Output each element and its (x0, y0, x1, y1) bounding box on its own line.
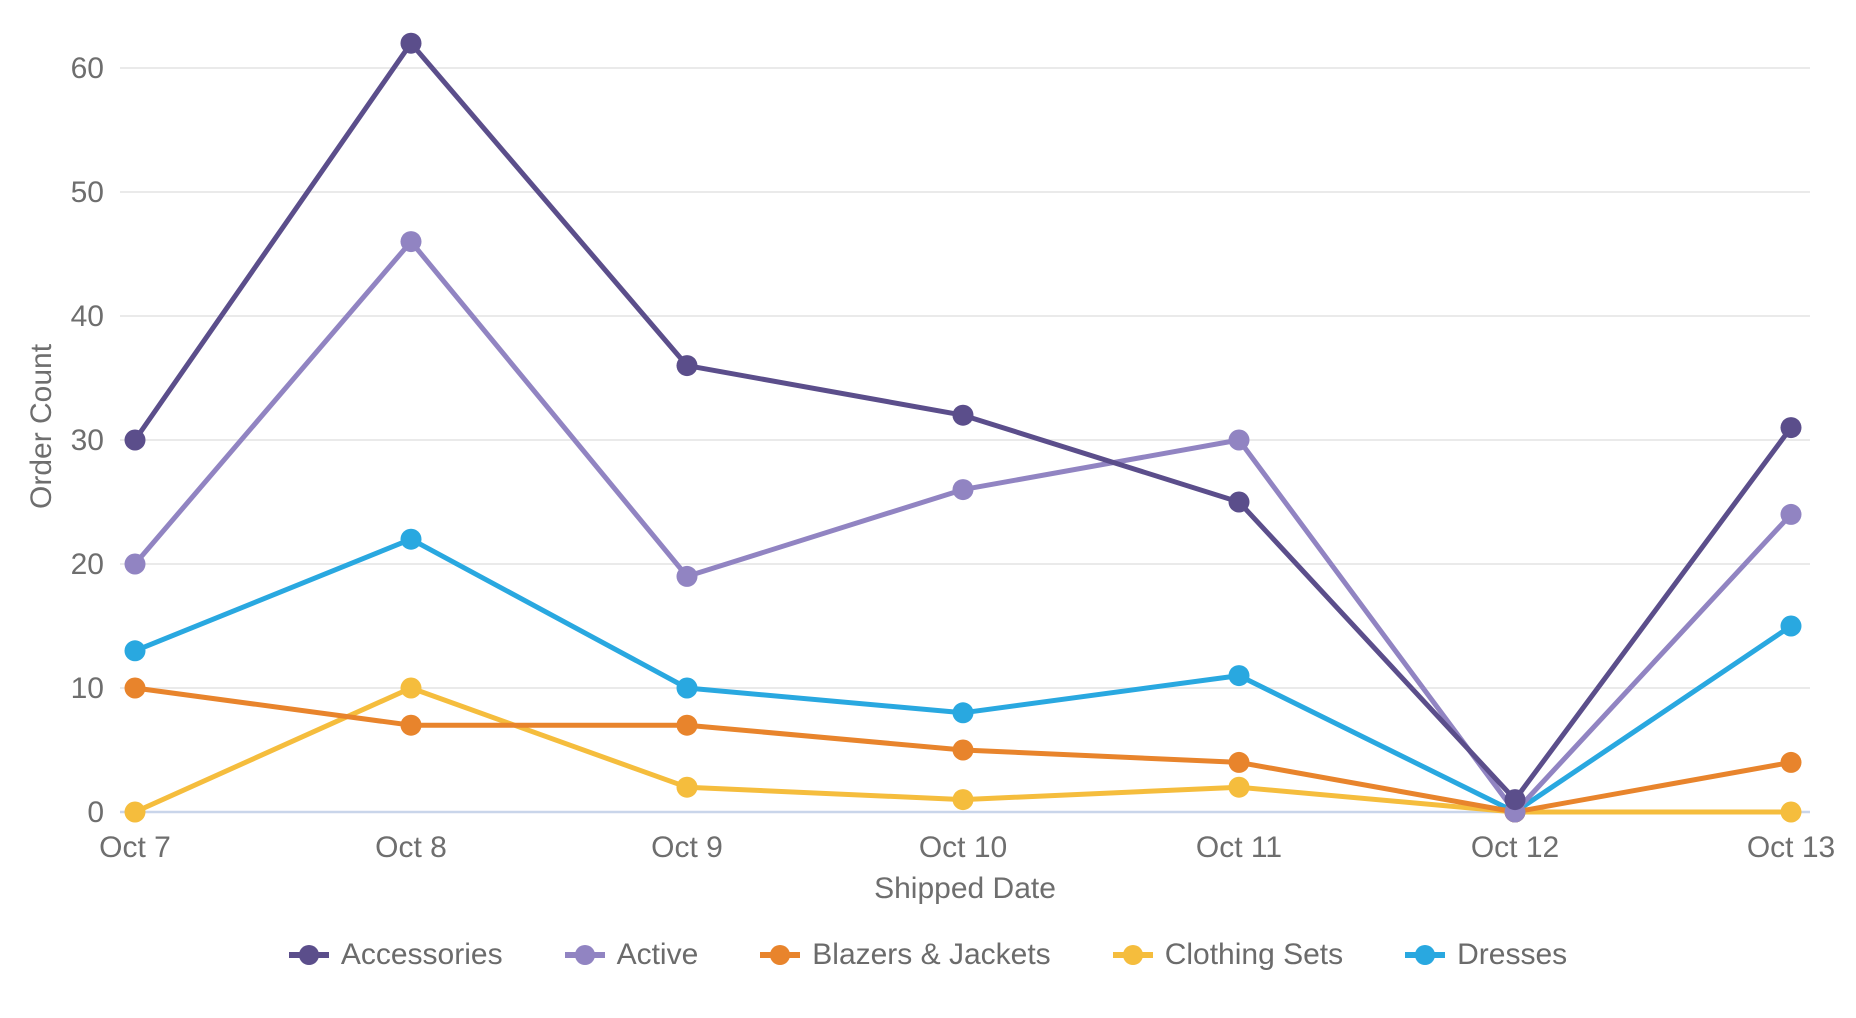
legend-marker-icon (1112, 945, 1153, 965)
data-point[interactable] (676, 565, 698, 587)
data-point[interactable] (124, 553, 146, 575)
legend-item-blazers-jackets[interactable]: Blazers & Jackets (760, 938, 1051, 972)
data-point[interactable] (1228, 665, 1250, 687)
y-tick-label: 0 (87, 796, 104, 829)
data-point[interactable] (676, 714, 698, 736)
data-point[interactable] (676, 776, 698, 798)
legend-item-dresses[interactable]: Dresses (1405, 938, 1567, 972)
y-tick-label: 20 (71, 548, 104, 581)
x-tick-label: Oct 10 (919, 831, 1007, 864)
data-point[interactable] (400, 677, 422, 699)
legend-item-active[interactable]: Active (564, 938, 699, 972)
data-point[interactable] (676, 355, 698, 377)
series-active (124, 231, 1802, 823)
data-point[interactable] (1780, 751, 1802, 773)
x-tick-label: Oct 8 (375, 831, 447, 864)
x-tick-label: Oct 13 (1747, 831, 1835, 864)
data-point[interactable] (400, 32, 422, 54)
legend-label: Clothing Sets (1164, 938, 1344, 971)
data-point[interactable] (124, 429, 146, 451)
data-point[interactable] (400, 528, 422, 550)
y-axis-title: Order Count (25, 343, 58, 509)
legend-label: Dresses (1457, 938, 1568, 971)
series-line (132, 239, 1794, 815)
series-accessories (124, 32, 1802, 811)
data-point[interactable] (952, 404, 974, 426)
legend-item-accessories[interactable]: Accessories (288, 938, 503, 972)
x-tick-label: Oct 7 (99, 831, 171, 864)
data-point[interactable] (952, 789, 974, 811)
data-point[interactable] (124, 801, 146, 823)
y-tick-label: 10 (71, 672, 104, 705)
data-point[interactable] (1228, 776, 1250, 798)
legend: Accessories Active Blazers & Jackets Clothi… (0, 938, 1856, 972)
data-point[interactable] (952, 702, 974, 724)
legend-label: Accessories (340, 938, 503, 971)
data-point[interactable] (1780, 801, 1802, 823)
data-point[interactable] (400, 714, 422, 736)
y-tick-label: 50 (71, 176, 104, 209)
legend-marker-icon (288, 945, 329, 965)
data-point[interactable] (1780, 615, 1802, 637)
data-point[interactable] (676, 677, 698, 699)
series-dresses (124, 528, 1802, 823)
data-point[interactable] (400, 231, 422, 253)
legend-label: Blazers & Jackets (812, 938, 1051, 971)
x-tick-label: Oct 11 (1196, 831, 1282, 864)
data-point[interactable] (1780, 417, 1802, 439)
legend-marker-icon (1405, 945, 1446, 965)
data-point[interactable] (124, 677, 146, 699)
series-line (132, 536, 1794, 815)
y-tick-label: 60 (71, 52, 104, 85)
x-tick-label: Oct 9 (651, 831, 723, 864)
y-tick-label: 40 (71, 300, 104, 333)
x-tick-label: Oct 12 (1471, 831, 1559, 864)
data-point[interactable] (124, 640, 146, 662)
data-point[interactable] (1228, 491, 1250, 513)
data-point[interactable] (1228, 751, 1250, 773)
x-axis-title: Shipped Date (874, 872, 1056, 905)
legend-label: Active (616, 938, 699, 971)
data-point[interactable] (952, 479, 974, 501)
y-tick-label: 30 (71, 424, 104, 457)
data-point[interactable] (952, 739, 974, 761)
data-point[interactable] (1780, 503, 1802, 525)
legend-marker-icon (760, 945, 801, 965)
data-point[interactable] (1504, 789, 1526, 811)
data-point[interactable] (1228, 429, 1250, 451)
legend-marker-icon (564, 945, 605, 965)
legend-item-clothing-sets[interactable]: Clothing Sets (1112, 938, 1344, 972)
